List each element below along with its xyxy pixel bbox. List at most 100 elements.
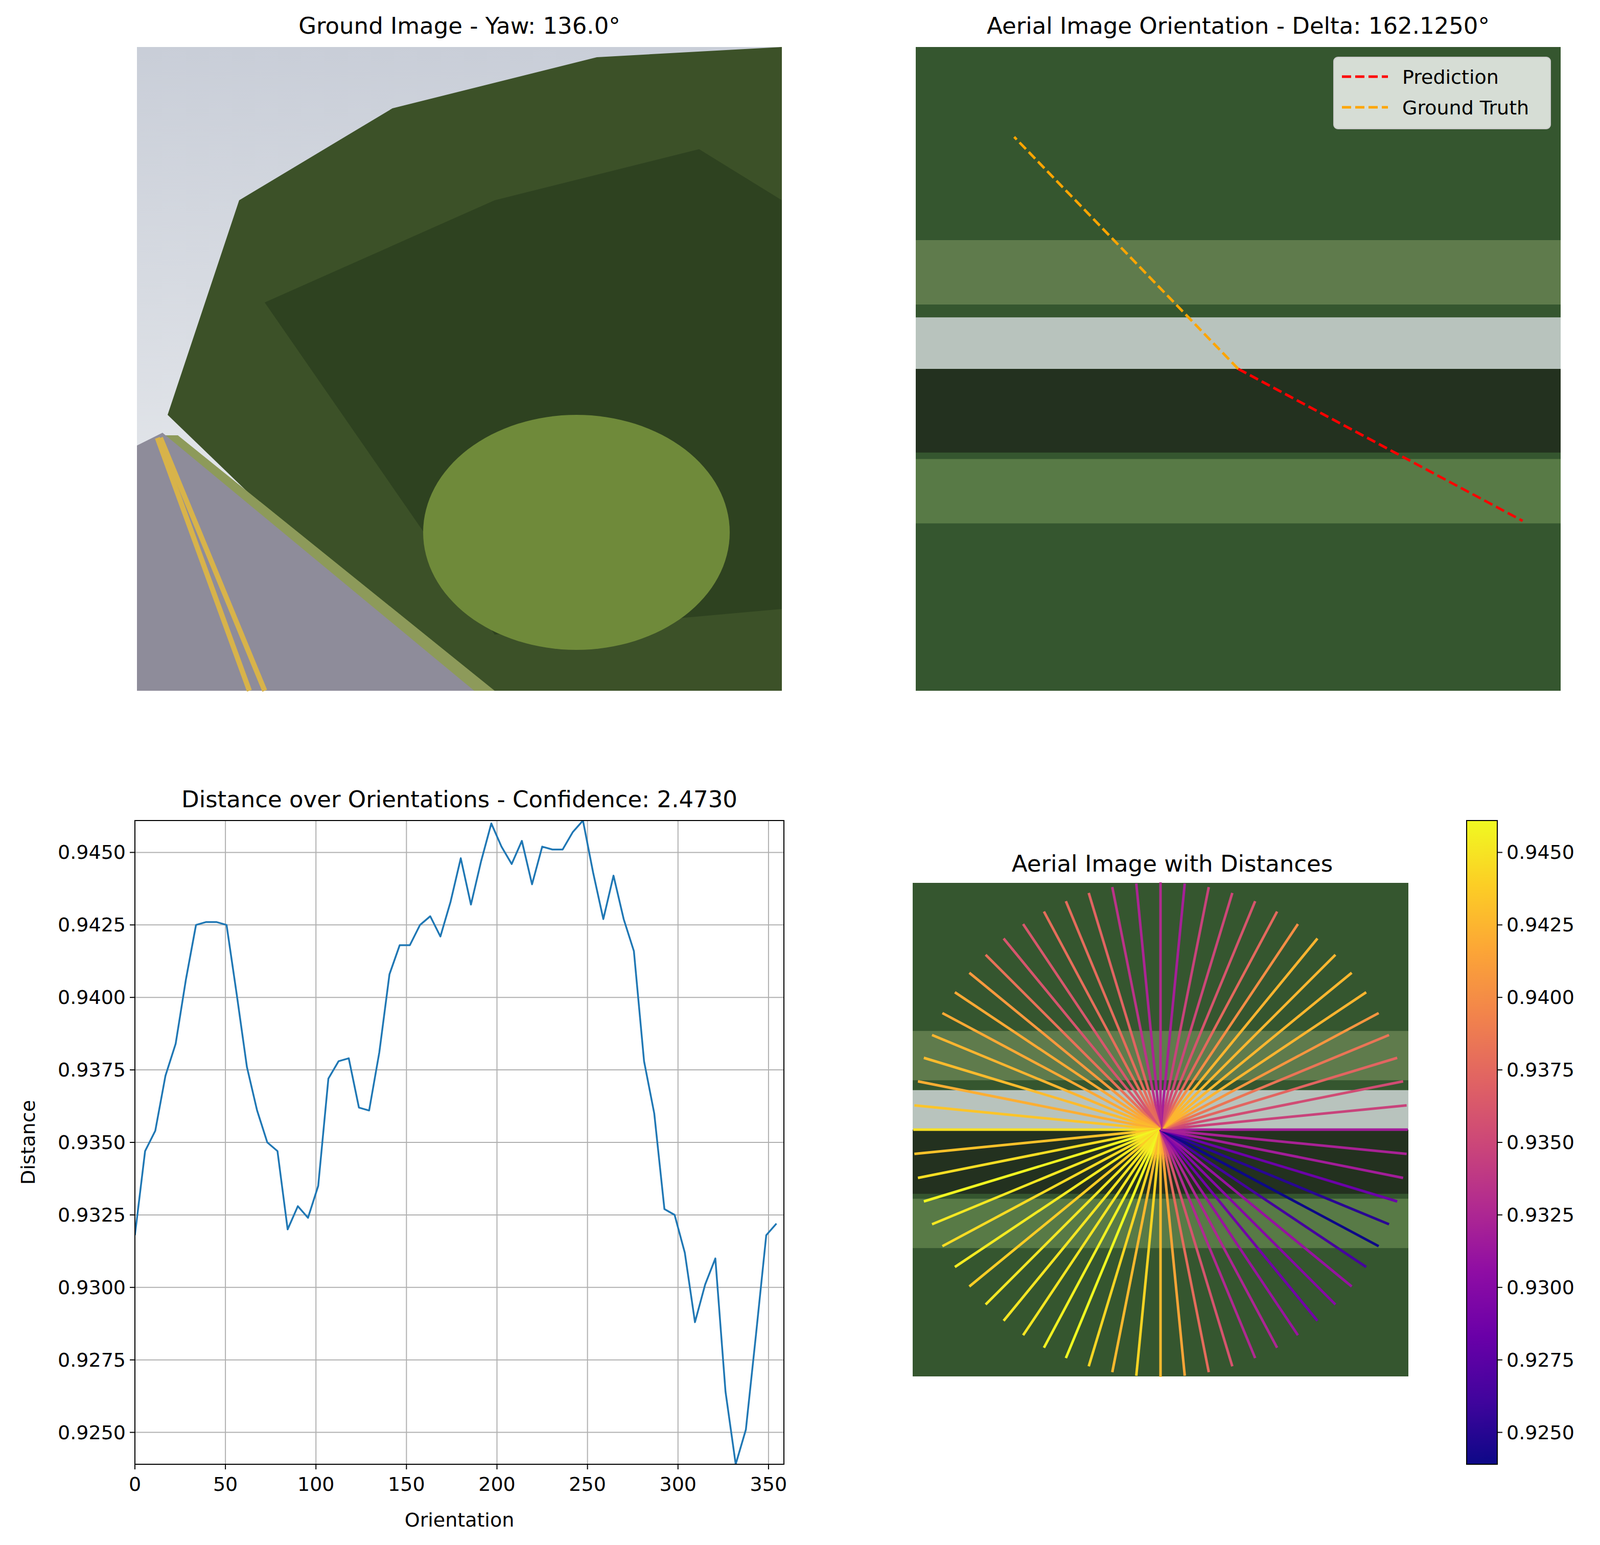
tick-label: 0 <box>128 1473 142 1496</box>
tick <box>587 1464 589 1470</box>
ray <box>1160 1129 1278 1349</box>
ray <box>1160 992 1366 1130</box>
tick-label: 250 <box>568 1473 607 1496</box>
frame <box>134 820 784 1465</box>
tick-label: 0.9275 <box>1506 1349 1575 1372</box>
ray <box>1160 1128 1408 1132</box>
ground-image <box>136 47 782 691</box>
legend-swatch <box>1341 106 1388 109</box>
ray <box>1160 1129 1407 1154</box>
forest <box>912 883 1409 1377</box>
legend-swatch <box>1341 75 1388 79</box>
road <box>136 432 475 691</box>
ray <box>1044 911 1161 1130</box>
tick-label: 0.9300 <box>57 1276 126 1300</box>
ray <box>1160 1013 1379 1130</box>
tick-label: 0.9425 <box>57 913 126 937</box>
ray <box>1160 1129 1318 1321</box>
tick-label: 0.9275 <box>57 1349 126 1372</box>
tick <box>315 1464 317 1470</box>
tick <box>129 851 135 853</box>
ray <box>1003 938 1161 1130</box>
tick-label: 100 <box>297 1473 335 1496</box>
tree-shadow <box>915 368 1561 453</box>
ray <box>1159 1129 1163 1378</box>
tick-label: 350 <box>750 1473 788 1496</box>
tick <box>129 924 135 926</box>
grid-line <box>134 924 784 926</box>
axes: 0501001502002503003500.92500.92750.93000… <box>57 820 787 1496</box>
tick <box>129 1069 135 1071</box>
tick-label: 0.9250 <box>1506 1421 1575 1445</box>
grid-line <box>134 1359 784 1361</box>
grass <box>915 240 1561 305</box>
axis-label: Distance <box>16 1100 40 1186</box>
tick-label: 0.9375 <box>1506 1058 1575 1082</box>
grid-line <box>134 851 784 853</box>
tick <box>405 1464 407 1470</box>
road-line <box>157 437 250 691</box>
tick-label: 0.9325 <box>1506 1203 1575 1227</box>
ray <box>1160 972 1352 1130</box>
tick <box>1497 924 1503 926</box>
aerial-image <box>912 883 1409 1377</box>
rays <box>913 882 1408 1378</box>
tick <box>1497 996 1503 999</box>
ray <box>1160 1129 1389 1225</box>
legend-box <box>1333 57 1551 129</box>
tick-label: 0.9325 <box>57 1203 126 1227</box>
colorbar <box>1466 820 1498 1465</box>
ray <box>917 1081 1161 1130</box>
tick <box>134 1464 136 1470</box>
tick-label: 150 <box>387 1473 426 1496</box>
legend-label: Ground Truth <box>1402 96 1529 120</box>
tick-label: 300 <box>659 1473 697 1496</box>
tick <box>129 1142 135 1144</box>
title: Ground Image - Yaw: 136.0° <box>298 12 621 40</box>
ray <box>1065 1129 1161 1359</box>
ray <box>1112 1129 1161 1373</box>
ray <box>1160 1129 1352 1287</box>
grid-line <box>134 1142 784 1144</box>
grid-line <box>134 996 784 999</box>
tick-label: 0.9300 <box>1506 1276 1575 1300</box>
tick-label: 0.9350 <box>1506 1131 1575 1154</box>
tick-label: 200 <box>478 1473 516 1496</box>
tick <box>129 996 135 999</box>
tick-label: 0.9375 <box>57 1058 126 1082</box>
ray <box>1160 901 1256 1130</box>
tick <box>129 1432 135 1434</box>
tick <box>1497 1069 1503 1071</box>
tick <box>1497 851 1503 853</box>
grid-line <box>134 1287 784 1289</box>
tick <box>129 1214 135 1216</box>
plot-area <box>134 820 777 1465</box>
ray <box>1023 924 1161 1130</box>
orientation-line <box>1014 136 1239 369</box>
ray <box>969 972 1161 1130</box>
tick-label: 0.9400 <box>1506 986 1575 1009</box>
tick <box>129 1359 135 1361</box>
axis-label: Orientation <box>404 1509 515 1532</box>
tick <box>1497 1142 1503 1144</box>
ray <box>1160 1129 1298 1336</box>
ray <box>913 1128 1161 1132</box>
ray <box>1003 1129 1161 1321</box>
tick <box>768 1464 770 1470</box>
grid-line <box>134 1214 784 1216</box>
line <box>134 820 777 1465</box>
tick <box>496 1464 498 1470</box>
tick <box>1497 1214 1503 1216</box>
grass <box>915 458 1561 524</box>
forest <box>915 47 1561 691</box>
legend-label: Prediction <box>1402 65 1499 89</box>
title: Aerial Image Orientation - Delta: 162.12… <box>986 12 1490 40</box>
ray <box>1160 1129 1404 1178</box>
aerial-image <box>915 47 1561 691</box>
title: Aerial Image with Distances <box>1011 850 1333 878</box>
orientation-line <box>1238 368 1523 521</box>
tick-label: 50 <box>213 1473 238 1496</box>
tick <box>677 1464 679 1470</box>
ray <box>955 1129 1161 1268</box>
ray <box>932 1035 1161 1130</box>
